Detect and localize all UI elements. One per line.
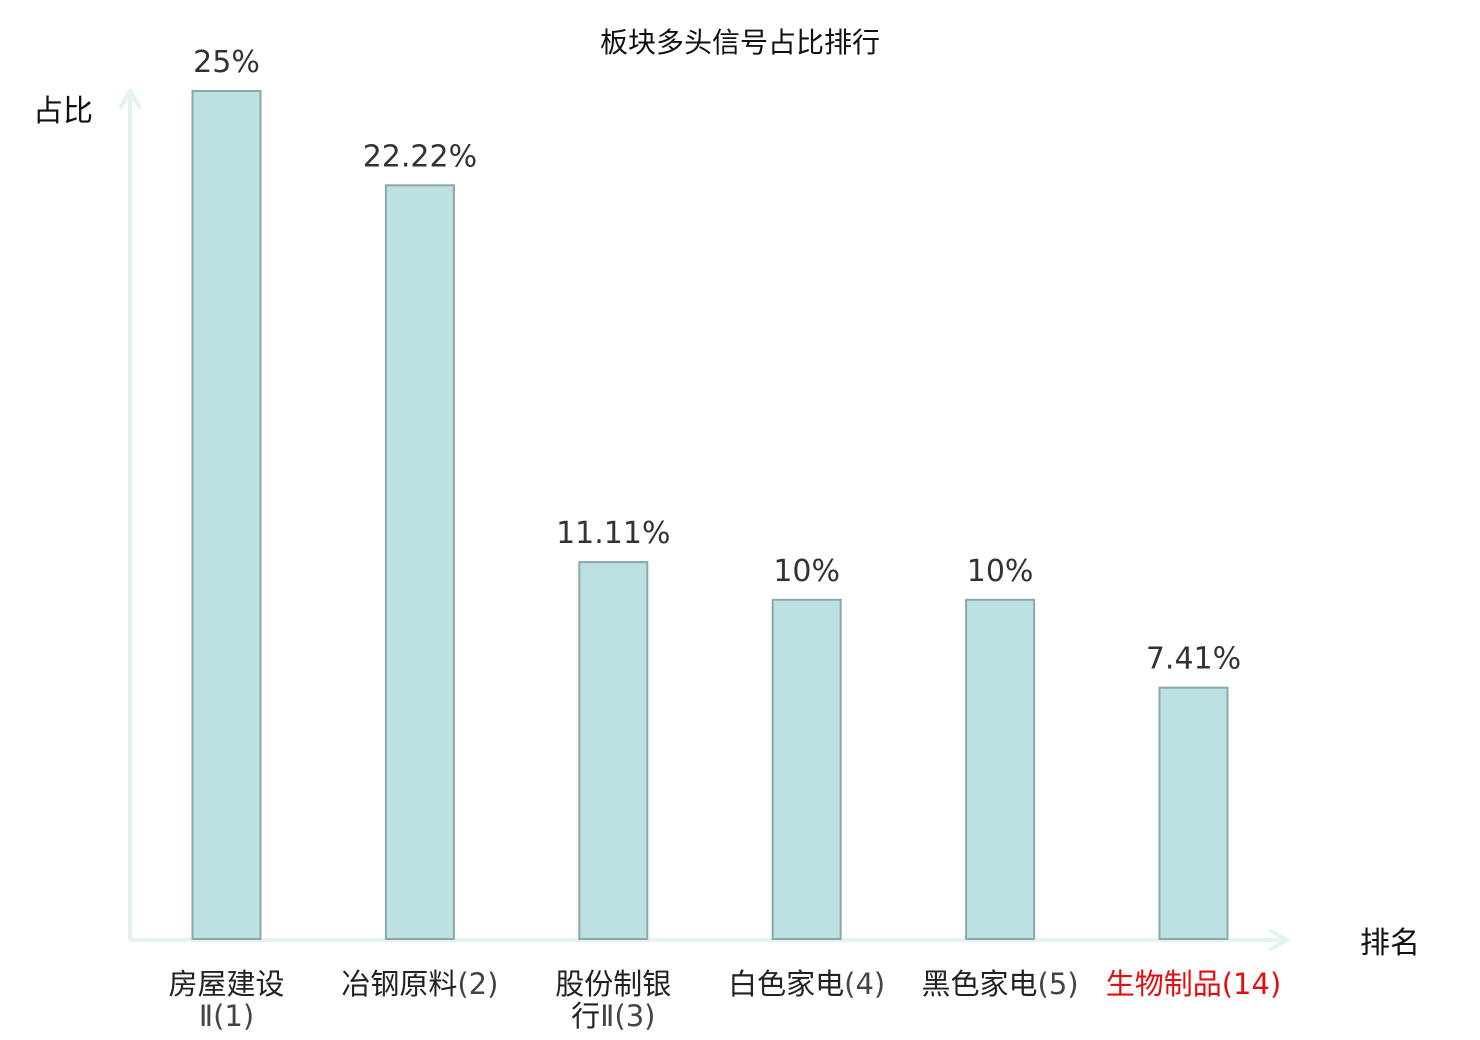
y-axis-arrowhead — [118, 87, 142, 110]
category-label-3: 股份制银行Ⅱ(3) — [555, 967, 671, 1033]
value-label-1: 25% — [193, 45, 260, 80]
chart-title: 板块多头信号占比排行 — [600, 26, 880, 59]
x-axis-arrowhead — [1268, 928, 1292, 952]
category-label-5: 黑色家电(5) — [922, 967, 1079, 1001]
category-label-1: 房屋建设 Ⅱ(1) — [168, 967, 284, 1033]
value-label-6: 7.41% — [1146, 642, 1241, 677]
y-axis-title: 占比 — [33, 94, 93, 129]
bar-1 — [191, 90, 262, 940]
value-label-4: 10% — [773, 554, 840, 589]
bar-6 — [1158, 686, 1229, 941]
category-label-4: 白色家电(4) — [728, 967, 885, 1001]
bar-3 — [578, 561, 649, 940]
category-label-6: 生物制品(14) — [1106, 967, 1282, 1001]
bar-4 — [771, 598, 842, 940]
x-axis-title: 排名 — [1360, 926, 1420, 961]
category-label-group: 房屋建设 Ⅱ(1) 冶钢原料(2) 股份制银行Ⅱ(3) 白色家电(4) 黑色家电(5) 生物… — [168, 967, 1281, 1033]
bar-group — [191, 90, 1229, 941]
value-label-2: 22.22% — [363, 139, 477, 174]
value-label-group: 25% 22.22% 11.11% 10% 10% 7.41% — [193, 45, 1241, 677]
value-label-5: 10% — [967, 554, 1034, 589]
value-label-3: 11.11% — [556, 516, 670, 551]
bar-5 — [965, 598, 1036, 940]
bar-2 — [384, 184, 455, 941]
category-label-2: 冶钢原料(2) — [341, 967, 498, 1001]
